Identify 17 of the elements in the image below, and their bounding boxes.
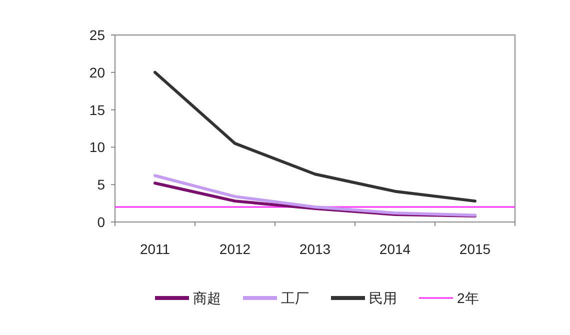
x-tick-label: 2015 — [459, 241, 491, 257]
line-series — [154, 174, 476, 217]
y-tick-label: 5 — [97, 176, 106, 193]
y-tick-label: 20 — [89, 64, 106, 80]
x-tick-label: 2011 — [140, 241, 170, 257]
x-tick-label: 2012 — [219, 241, 251, 257]
x-tick-label: 2014 — [379, 241, 411, 257]
x-tick-label: 2013 — [299, 241, 331, 257]
y-tick-label: 15 — [89, 102, 106, 118]
legend-label: 民用 — [369, 290, 397, 306]
y-tick-label: 10 — [89, 139, 106, 156]
line-series — [154, 70, 476, 203]
y-tick-label: 0 — [97, 214, 106, 230]
legend-label: 商超 — [193, 290, 221, 306]
legend-label: 工厂 — [281, 290, 309, 306]
legend-label: 2年 — [457, 290, 479, 306]
y-tick-label: 25 — [89, 27, 106, 43]
